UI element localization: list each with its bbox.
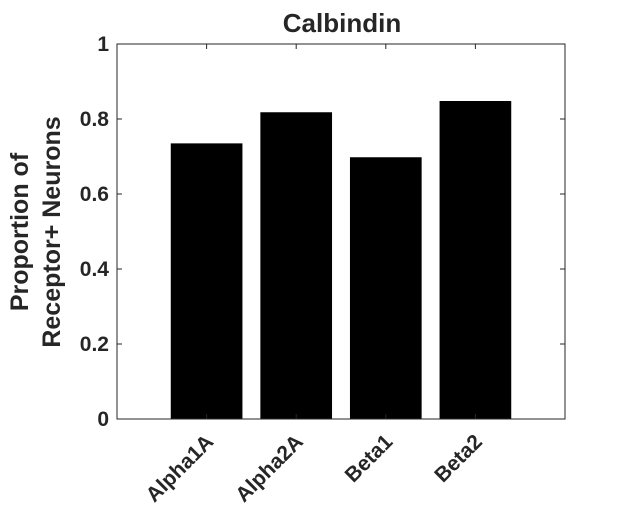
x-tick-label-beta2: Beta2 (430, 430, 487, 487)
bar-alpha1a (170, 143, 243, 419)
y-tick-label: 0.4 (80, 258, 110, 281)
bar-beta1 (349, 157, 422, 419)
y-tick-label: 0.6 (80, 183, 109, 206)
chart-title: Calbindin (283, 8, 401, 38)
y-tick-label: 0 (97, 408, 109, 431)
y-axis-label-line-2: Receptor+ Neurons (38, 116, 66, 347)
y-tick-label: 1 (97, 33, 109, 56)
y-axis-label-line-1: Proportion of (6, 152, 34, 311)
y-axis-label: Proportion of Receptor+ Neurons (6, 116, 66, 347)
y-tick-label: 0.8 (80, 108, 110, 131)
bar-beta2 (439, 101, 512, 419)
x-tick-label-alpha1a: Alpha1A (142, 430, 219, 507)
y-tick-label: 0.2 (80, 333, 109, 356)
plot-area: 0 0.2 0.4 0.6 0.8 1 Alpha1A Alpha2A Beta1 Beta2 (80, 33, 566, 507)
bar-alpha2a (260, 112, 333, 419)
axes-box (116, 43, 566, 420)
x-tick-label-alpha2a: Alpha2A (231, 430, 308, 507)
x-tick-label-beta1: Beta1 (341, 430, 398, 487)
